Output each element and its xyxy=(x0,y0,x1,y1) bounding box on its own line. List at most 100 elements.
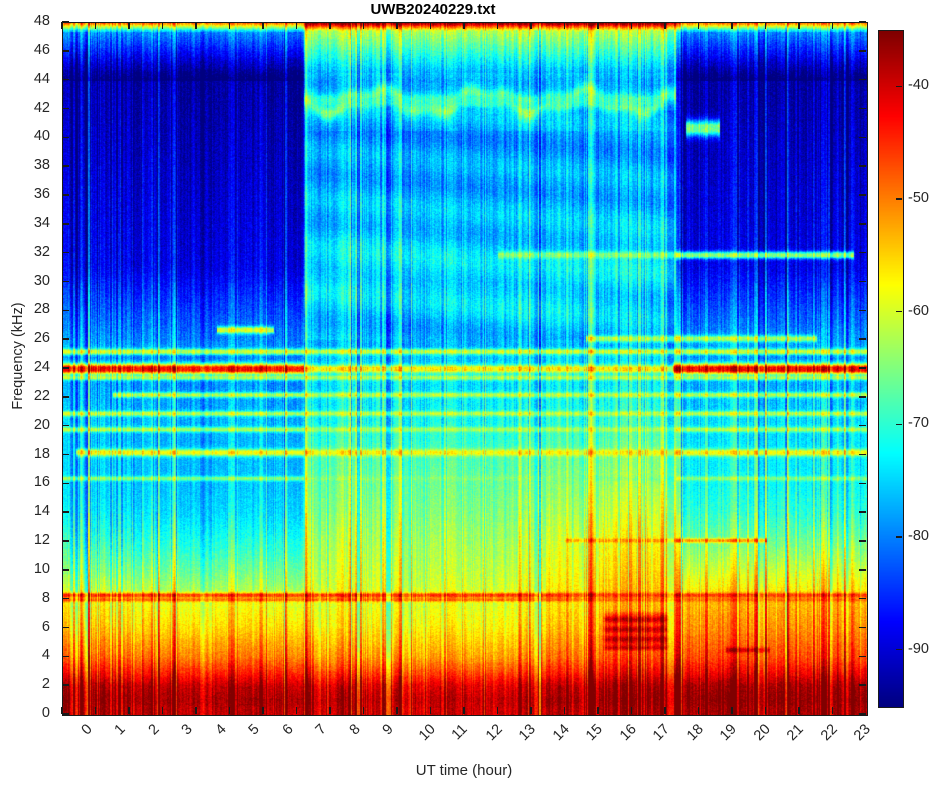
x-tick-label: 21 xyxy=(784,721,807,745)
y-tick-mark xyxy=(62,136,69,139)
y-tick-mark xyxy=(62,50,69,52)
x-tick-label: 22 xyxy=(817,721,841,745)
x-tick-label: 4 xyxy=(212,721,230,739)
y-tick-mark xyxy=(62,78,69,81)
colorbar-tick-mark xyxy=(896,198,902,200)
x-tick-label: 10 xyxy=(415,721,439,745)
y-tick-mark-right xyxy=(859,21,866,23)
x-tick-mark-top xyxy=(630,22,633,29)
y-tick-mark-right xyxy=(859,626,866,629)
y-tick-mark xyxy=(62,396,69,398)
x-tick-mark xyxy=(61,707,63,714)
x-tick-mark xyxy=(94,707,97,714)
y-tick-label: 20 xyxy=(33,416,50,433)
colorbar-tick-label: -80 xyxy=(908,528,929,544)
y-tick-mark xyxy=(62,569,69,571)
y-tick-mark xyxy=(62,107,69,110)
x-tick-mark xyxy=(262,707,264,714)
x-tick-mark-top xyxy=(563,22,566,29)
x-tick-label: 18 xyxy=(683,721,707,745)
x-tick-mark xyxy=(597,707,599,714)
y-tick-mark xyxy=(62,21,69,23)
y-tick-label: 2 xyxy=(41,676,50,693)
y-tick-label: 44 xyxy=(33,70,50,87)
x-tick-mark-top xyxy=(128,22,130,29)
x-tick-label: 6 xyxy=(279,721,297,739)
colorbar-tick-label: -70 xyxy=(908,415,929,432)
x-tick-mark xyxy=(831,707,834,714)
y-tick-mark-right xyxy=(859,309,866,312)
y-tick-label: 10 xyxy=(33,560,50,577)
x-tick-mark-top xyxy=(530,22,532,29)
x-tick-mark xyxy=(798,707,800,714)
y-tick-label: 34 xyxy=(33,214,50,231)
x-tick-mark-top xyxy=(94,22,97,29)
x-tick-mark-top xyxy=(429,22,432,29)
y-tick-mark xyxy=(62,338,69,340)
x-tick-mark xyxy=(429,707,432,714)
x-tick-mark xyxy=(530,707,532,714)
y-tick-label: 6 xyxy=(41,618,50,635)
colorbar[interactable] xyxy=(878,30,904,708)
y-tick-label: 14 xyxy=(33,503,50,520)
y-tick-mark-right xyxy=(859,597,866,600)
y-tick-mark xyxy=(62,453,69,456)
x-tick-mark-top xyxy=(764,22,767,29)
x-tick-mark xyxy=(463,707,465,714)
y-tick-mark xyxy=(62,482,69,485)
x-tick-label: 0 xyxy=(78,721,96,739)
y-tick-mark xyxy=(62,626,69,629)
y-tick-mark-right xyxy=(859,540,866,542)
x-tick-label: 15 xyxy=(583,721,606,745)
x-tick-mark xyxy=(664,707,666,714)
x-tick-mark xyxy=(630,707,633,714)
x-tick-label: 16 xyxy=(616,721,640,745)
x-tick-label: 1 xyxy=(111,721,129,739)
y-tick-mark-right xyxy=(859,482,866,485)
x-tick-mark-top xyxy=(61,22,63,29)
x-tick-mark xyxy=(496,707,499,714)
x-tick-label: 3 xyxy=(178,721,196,739)
x-tick-mark xyxy=(731,707,733,714)
y-tick-mark-right xyxy=(859,251,866,254)
x-tick-mark xyxy=(128,707,130,714)
x-tick-mark xyxy=(396,707,398,714)
x-tick-label: 14 xyxy=(549,721,573,745)
y-tick-mark-right xyxy=(859,424,866,427)
y-tick-mark-right xyxy=(859,194,866,196)
y-tick-mark xyxy=(62,597,69,600)
y-tick-mark xyxy=(62,511,69,513)
colorbar-tick-label: -60 xyxy=(908,302,929,319)
y-tick-mark xyxy=(62,684,69,686)
x-tick-mark-top xyxy=(731,22,733,29)
x-tick-label: 2 xyxy=(145,721,163,739)
y-tick-mark-right xyxy=(859,367,866,369)
spectrogram-plot-area[interactable] xyxy=(62,22,868,716)
x-tick-label: 5 xyxy=(245,721,263,739)
y-tick-label: 4 xyxy=(41,647,50,664)
x-tick-label: 12 xyxy=(482,721,506,745)
x-tick-mark xyxy=(362,707,365,714)
x-tick-mark xyxy=(195,707,197,714)
colorbar-gradient xyxy=(879,31,903,707)
x-tick-mark-top xyxy=(262,22,264,29)
y-tick-label: 46 xyxy=(33,41,50,58)
colorbar-tick-mark xyxy=(896,310,902,313)
y-tick-mark-right xyxy=(859,713,866,715)
y-tick-label: 16 xyxy=(33,474,50,491)
x-tick-mark xyxy=(228,707,231,714)
y-tick-label: 0 xyxy=(41,705,50,721)
y-tick-mark-right xyxy=(859,136,866,139)
y-tick-mark xyxy=(62,280,69,283)
y-tick-mark-right xyxy=(859,280,866,283)
colorbar-tick-label: -50 xyxy=(908,190,929,206)
y-tick-mark-right xyxy=(859,338,866,340)
colorbar-tick-label: -90 xyxy=(908,640,929,657)
y-tick-mark-right xyxy=(859,223,866,225)
x-tick-mark-top xyxy=(161,22,164,29)
y-tick-label: 12 xyxy=(33,532,50,548)
x-tick-mark-top xyxy=(329,22,331,29)
x-tick-mark xyxy=(764,707,767,714)
